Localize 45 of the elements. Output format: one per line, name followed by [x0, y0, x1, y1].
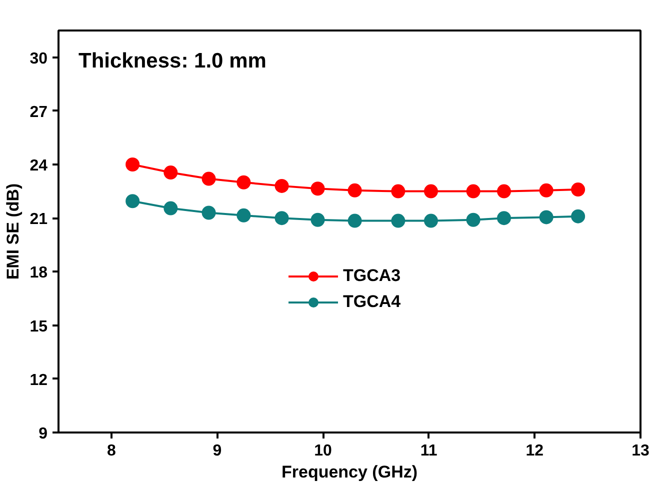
- x-axis-title: Frequency (GHz): [281, 462, 418, 482]
- point: [571, 182, 586, 196]
- y-tick-label: 15: [30, 318, 48, 336]
- y-tick-label: 21: [30, 211, 48, 228]
- x-tick-label: 8: [106, 442, 116, 460]
- x-tick-label: 10: [314, 442, 332, 460]
- point: [466, 212, 480, 227]
- annotation: Thickness: 1.0 mm: [78, 50, 266, 72]
- point: [164, 201, 178, 216]
- point: [424, 214, 438, 228]
- legend-label: TGCA3: [343, 266, 401, 286]
- point: [202, 172, 216, 186]
- point: [424, 184, 438, 198]
- point: [348, 214, 362, 228]
- point: [496, 184, 511, 198]
- point: [236, 208, 251, 222]
- y-tick-label: 9: [38, 426, 48, 442]
- point: [310, 182, 325, 196]
- y-tick-label: 24: [30, 158, 48, 174]
- point: [310, 212, 325, 227]
- point: [164, 166, 178, 180]
- point: [126, 158, 140, 172]
- legend-label: TGCA4: [343, 292, 401, 312]
- x-tick-label: 13: [632, 442, 650, 460]
- x-tick-label: 9: [212, 442, 222, 460]
- point: [496, 211, 511, 226]
- y-tick-label: 30: [30, 50, 48, 68]
- point: [539, 210, 554, 224]
- point: [466, 184, 480, 198]
- x-tick-label: 12: [526, 442, 544, 460]
- point: [391, 214, 406, 228]
- point: [202, 206, 216, 220]
- point: [274, 178, 289, 193]
- y-tick-label: 27: [30, 104, 48, 121]
- point: [236, 175, 251, 190]
- y-axis-title: EMI SE (dB): [4, 183, 23, 280]
- x-tick-label: 11: [420, 442, 438, 460]
- point: [274, 211, 289, 226]
- point: [348, 183, 362, 198]
- point: [539, 183, 554, 198]
- y-tick-label: 12: [30, 372, 48, 389]
- y-tick-label: 18: [30, 264, 48, 282]
- point: [126, 194, 140, 208]
- point: [391, 184, 406, 198]
- point: [571, 209, 586, 224]
